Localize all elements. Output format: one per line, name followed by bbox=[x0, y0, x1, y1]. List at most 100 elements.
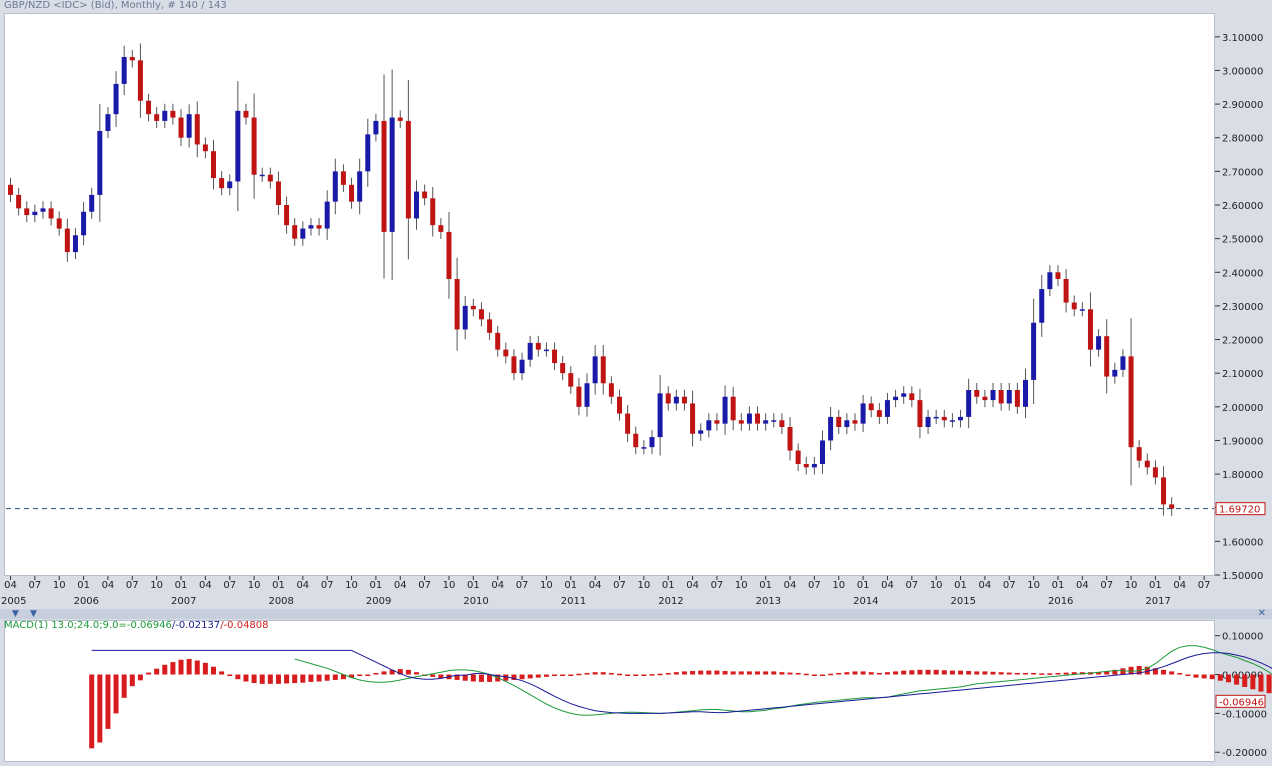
candle-body bbox=[381, 120, 387, 232]
candle-body bbox=[1063, 279, 1069, 303]
x-month-label: 04 bbox=[491, 580, 504, 591]
macd-histogram-bar bbox=[511, 674, 517, 680]
candle-body bbox=[974, 390, 980, 397]
candle-body bbox=[860, 403, 866, 424]
candle-body bbox=[811, 464, 817, 468]
macd-histogram-bar bbox=[381, 671, 387, 675]
candle-body bbox=[755, 413, 761, 424]
x-month-label: 01 bbox=[77, 580, 90, 591]
candle-body bbox=[8, 184, 13, 195]
macd-last-value-box bbox=[1215, 694, 1266, 708]
candle-body bbox=[235, 110, 241, 182]
macd-histogram-bar bbox=[1047, 673, 1053, 675]
candle-body bbox=[690, 403, 696, 434]
macd-histogram-bar bbox=[925, 669, 931, 675]
y-tick-label: 2.40000 bbox=[1222, 268, 1263, 279]
candle-body bbox=[275, 181, 281, 205]
y-tick-label: 2.00000 bbox=[1222, 403, 1263, 414]
macd-histogram-bar bbox=[1112, 669, 1118, 675]
candle-body bbox=[901, 393, 907, 397]
candle-body bbox=[714, 420, 720, 424]
macd-histogram-bar bbox=[478, 674, 484, 682]
price-chart[interactable]: 3.10000 3.00000 2.90000 2.80000 2.70000 2.600… bbox=[0, 0, 1272, 610]
candle-body bbox=[771, 420, 777, 422]
candle-body bbox=[722, 396, 728, 424]
candle-body bbox=[113, 83, 119, 115]
candle-body bbox=[844, 420, 850, 427]
macd-legend: MACD(1) 13.0;24.0;9.0=-0.06946/-0.02137/… bbox=[4, 620, 269, 631]
collapse-arrow-icon[interactable]: ▼ bbox=[12, 609, 19, 619]
macd-histogram-bar bbox=[901, 670, 907, 675]
macd-histogram-bar bbox=[154, 668, 160, 675]
macd-histogram-bar bbox=[284, 674, 290, 684]
macd-histogram-bar bbox=[1242, 674, 1248, 687]
x-month-label: 07 bbox=[28, 580, 41, 591]
candle-body bbox=[349, 184, 355, 202]
panel-divider[interactable]: ▼ ▼ ✕ bbox=[0, 608, 1272, 619]
macd-histogram-bar bbox=[519, 674, 525, 680]
macd-histogram-bar bbox=[1023, 672, 1028, 675]
macd-histogram-bar bbox=[1226, 674, 1231, 683]
candle-body bbox=[617, 396, 622, 414]
x-month-label: 07 bbox=[321, 580, 334, 591]
candle-body bbox=[1112, 369, 1118, 377]
x-year-label: 2008 bbox=[268, 596, 293, 607]
macd-histogram-bar bbox=[941, 670, 947, 675]
y-tick-label: 3.00000 bbox=[1222, 66, 1263, 77]
x-month-label: 04 bbox=[1076, 580, 1089, 591]
x-month-label: 04 bbox=[394, 580, 407, 591]
candle-body bbox=[836, 416, 842, 427]
y-tick-label: 1.90000 bbox=[1222, 436, 1263, 447]
candle-body bbox=[665, 393, 671, 404]
candle-body bbox=[1047, 272, 1053, 290]
candle-body bbox=[1128, 356, 1134, 448]
candle-body bbox=[292, 225, 298, 239]
x-month-label: 01 bbox=[564, 580, 577, 591]
macd-legend-hist-value: /-0.04808 bbox=[220, 620, 269, 631]
candle-body bbox=[64, 228, 70, 253]
candle-body bbox=[746, 413, 752, 424]
macd-histogram-bar bbox=[1144, 666, 1150, 675]
candle-body bbox=[608, 383, 614, 397]
macd-histogram-bar bbox=[828, 673, 834, 676]
x-month-label: 10 bbox=[832, 580, 845, 591]
candle-body bbox=[852, 420, 858, 424]
macd-histogram-bar bbox=[438, 674, 444, 679]
macd-histogram-bar bbox=[1266, 674, 1272, 694]
macd-histogram-bar bbox=[681, 671, 687, 675]
macd-histogram-bar bbox=[1071, 672, 1077, 675]
close-icon[interactable]: ✕ bbox=[1257, 608, 1266, 619]
y-tick-label: 2.50000 bbox=[1222, 235, 1263, 246]
macd-histogram-bar bbox=[243, 674, 249, 682]
candle-body bbox=[1031, 322, 1037, 380]
candle-body bbox=[1079, 309, 1085, 311]
candle-body bbox=[438, 225, 444, 232]
y-tick-label: 1.80000 bbox=[1222, 470, 1263, 481]
macd-histogram-bar bbox=[576, 673, 582, 676]
macd-histogram-bar bbox=[113, 674, 119, 714]
candle-body bbox=[284, 205, 290, 226]
x-month-label: 07 bbox=[905, 580, 918, 591]
macd-panel[interactable] bbox=[4, 620, 1215, 762]
macd-legend-signal-value: /-0.02137 bbox=[171, 620, 221, 631]
x-year-label: 2005 bbox=[1, 596, 26, 607]
candle-body bbox=[982, 396, 988, 401]
expand-arrow-icon[interactable]: ▼ bbox=[30, 609, 37, 619]
x-month-label: 07 bbox=[1100, 580, 1113, 591]
macd-histogram-bar bbox=[649, 674, 655, 676]
x-month-label: 07 bbox=[711, 580, 724, 591]
macd-histogram-bar bbox=[543, 674, 549, 677]
candle-body bbox=[738, 420, 744, 424]
macd-histogram-bar bbox=[1177, 672, 1183, 675]
price-chart-panel[interactable] bbox=[4, 13, 1215, 576]
x-month-label: 07 bbox=[1198, 580, 1211, 591]
macd-histogram-bar bbox=[803, 673, 809, 676]
x-year-label: 2017 bbox=[1145, 596, 1170, 607]
macd-histogram-bar bbox=[1055, 672, 1061, 675]
y-tick-label: 2.20000 bbox=[1222, 336, 1263, 347]
candle-body bbox=[893, 396, 899, 401]
macd-histogram-bar bbox=[949, 670, 955, 675]
macd-histogram-bar bbox=[324, 674, 330, 681]
x-month-label: 04 bbox=[784, 580, 797, 591]
